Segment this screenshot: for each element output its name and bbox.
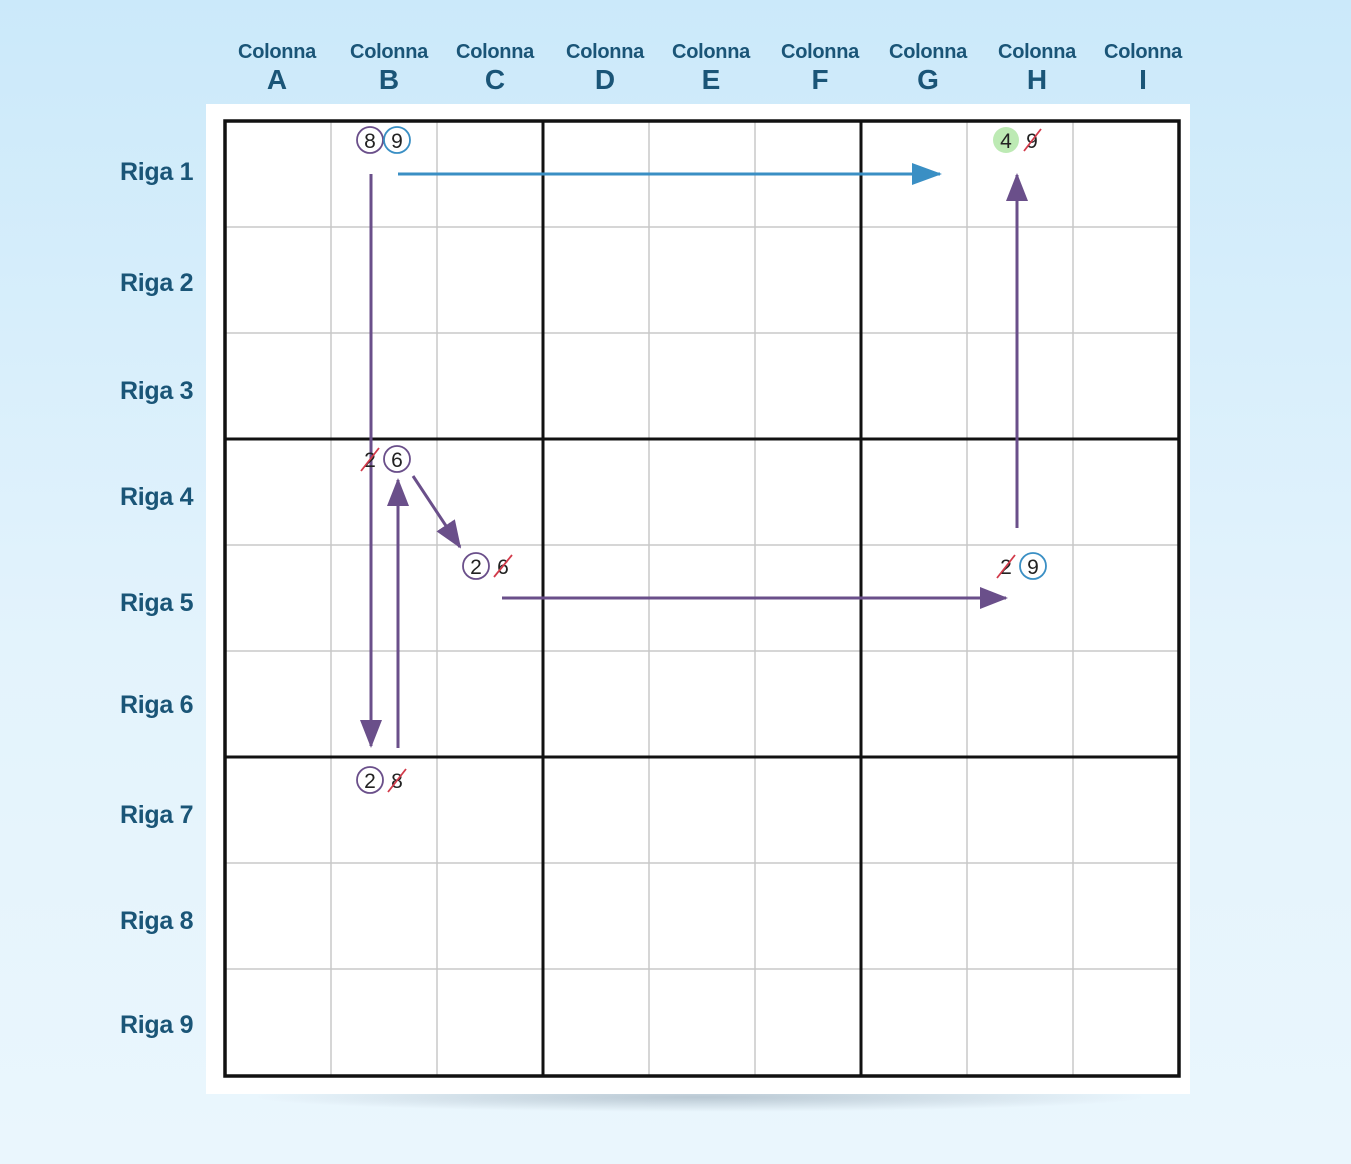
row-header-1: Riga 1 [120,158,194,186]
candidates-h1: 4 9 [993,127,1042,153]
candidate-circle [383,126,411,154]
candidates-b1: 8 9 [356,126,411,154]
candidate-highlight [993,127,1019,153]
column-header-e: Colonna E [672,41,750,95]
strike-mark [360,447,380,472]
column-header-i: Colonna I [1104,41,1182,95]
row-header-7: Riga 7 [120,801,194,829]
strike-mark [493,554,513,578]
candidate-digit: 2 [470,556,482,579]
candidate-digit: 6 [497,556,509,579]
candidate-circle [356,126,384,154]
column-header-b: Colonna B [350,41,428,95]
column-header-a: Colonna A [238,41,316,95]
row-header-8: Riga 8 [120,907,194,935]
strike-mark [387,768,407,793]
candidate-digit: 9 [1027,556,1039,579]
candidates-c5: 2 6 [462,552,513,580]
strike-mark [996,554,1016,579]
row-header-9: Riga 9 [120,1011,194,1039]
candidate-digit: 4 [1000,130,1012,153]
row-header-6: Riga 6 [120,691,194,719]
candidate-circle [1019,552,1047,580]
candidate-digit: 9 [391,130,403,153]
candidates-b7: 2 8 [356,766,407,794]
candidate-circle [383,445,411,473]
candidate-digit: 8 [364,130,376,153]
row-header-2: Riga 2 [120,269,194,297]
column-header-f: Colonna F [781,41,859,95]
row-header-4: Riga 4 [120,483,194,511]
candidates-h5: 2 9 [996,552,1047,580]
row-header-3: Riga 3 [120,377,194,405]
strike-mark [1023,128,1042,152]
column-header-h: Colonna H [998,41,1076,95]
candidates-b4: 2 6 [360,445,411,473]
column-header-c: Colonna C [456,41,534,95]
candidate-circle [356,766,384,794]
board-border [223,119,1181,1078]
column-header-g: Colonna G [889,41,967,95]
candidate-digit: 6 [391,449,403,472]
row-header-5: Riga 5 [120,589,194,617]
candidate-digit: 2 [364,770,376,793]
column-header-d: Colonna D [566,41,644,95]
candidate-circle [462,552,490,580]
arrow-b4-to-c5 [411,475,462,549]
